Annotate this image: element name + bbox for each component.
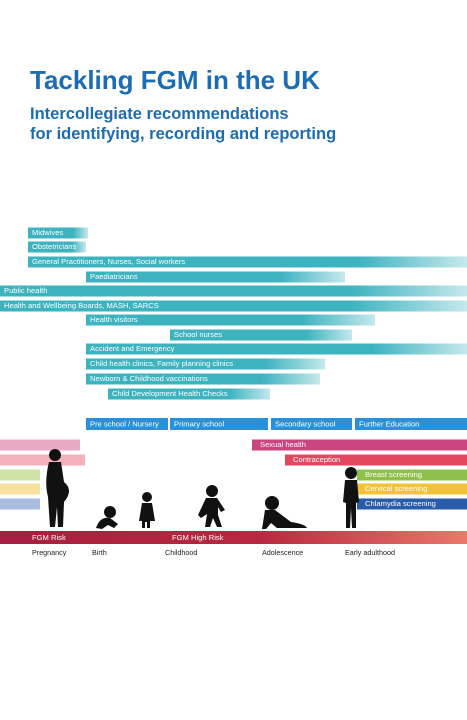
subtitle: for identifying, recording and reporting (30, 125, 336, 143)
life-stage: Adolescence (262, 548, 303, 557)
school-bar (271, 418, 352, 430)
service-label: Child Development Health Checks (112, 389, 228, 398)
service-label: Health and Wellbeing Boards, MASH, SARCS (4, 301, 159, 310)
service-bar (28, 227, 88, 239)
adult-label: Cervical screening (365, 484, 427, 493)
service-bar (108, 388, 270, 400)
service-label: Accident and Emergency (90, 344, 175, 353)
school-label: Primary school (174, 420, 225, 429)
service-bar (0, 285, 467, 297)
school-bar (170, 418, 268, 430)
adult-bar-left (0, 454, 85, 466)
adult-label: Chlamydia screening (365, 499, 436, 508)
subtitle: Intercollegiate recommendations (30, 105, 289, 123)
risk-label: FGM High Risk (172, 533, 224, 542)
service-bar (0, 300, 467, 312)
adult-bar (357, 483, 467, 495)
adult-bar (252, 439, 467, 451)
school-label: Pre school / Nursery (90, 420, 159, 429)
adult-label: Sexual health (260, 440, 306, 449)
risk-bar (0, 531, 467, 544)
life-stage: Early adulthood (345, 548, 395, 557)
service-label: School nurses (174, 330, 222, 339)
school-label: Secondary school (275, 420, 336, 429)
service-label: Midwives (32, 228, 63, 237)
life-stage: Childhood (165, 548, 197, 557)
adult-bar-left (0, 469, 40, 481)
service-bar (86, 373, 320, 385)
service-bar (170, 329, 352, 341)
service-bar (86, 358, 325, 370)
service-bar (28, 256, 467, 268)
service-label: Obstetricians (32, 242, 77, 251)
adult-label: Contraception (293, 455, 340, 464)
adult-bar-left (0, 498, 40, 510)
service-bar (86, 343, 467, 355)
adult-bar (357, 469, 467, 481)
school-label: Further Education (359, 420, 419, 429)
school-bar (355, 418, 467, 430)
adult-label: Breast screening (365, 470, 422, 479)
service-label: Health visitors (90, 315, 138, 324)
service-label: Newborn & Childhood vaccinations (90, 374, 208, 383)
service-bar (86, 271, 345, 283)
service-label: Public health (4, 286, 47, 295)
life-stage: Pregnancy (32, 548, 67, 557)
service-label: Paediatricians (90, 272, 138, 281)
adult-bar (285, 454, 467, 466)
service-bar (86, 314, 375, 326)
life-stage: Birth (92, 548, 107, 557)
title: Tackling FGM in the UK (30, 65, 320, 95)
service-label: General Practitioners, Nurses, Social wo… (32, 257, 185, 266)
adult-bar-left (0, 439, 80, 451)
risk-label: FGM Risk (32, 533, 66, 542)
adult-bar (357, 498, 467, 510)
service-label: Child health clinics, Family planning cl… (90, 359, 233, 368)
service-bar (28, 241, 86, 253)
school-bar (86, 418, 168, 430)
adult-bar-left (0, 483, 40, 495)
silhouettes (46, 449, 359, 529)
